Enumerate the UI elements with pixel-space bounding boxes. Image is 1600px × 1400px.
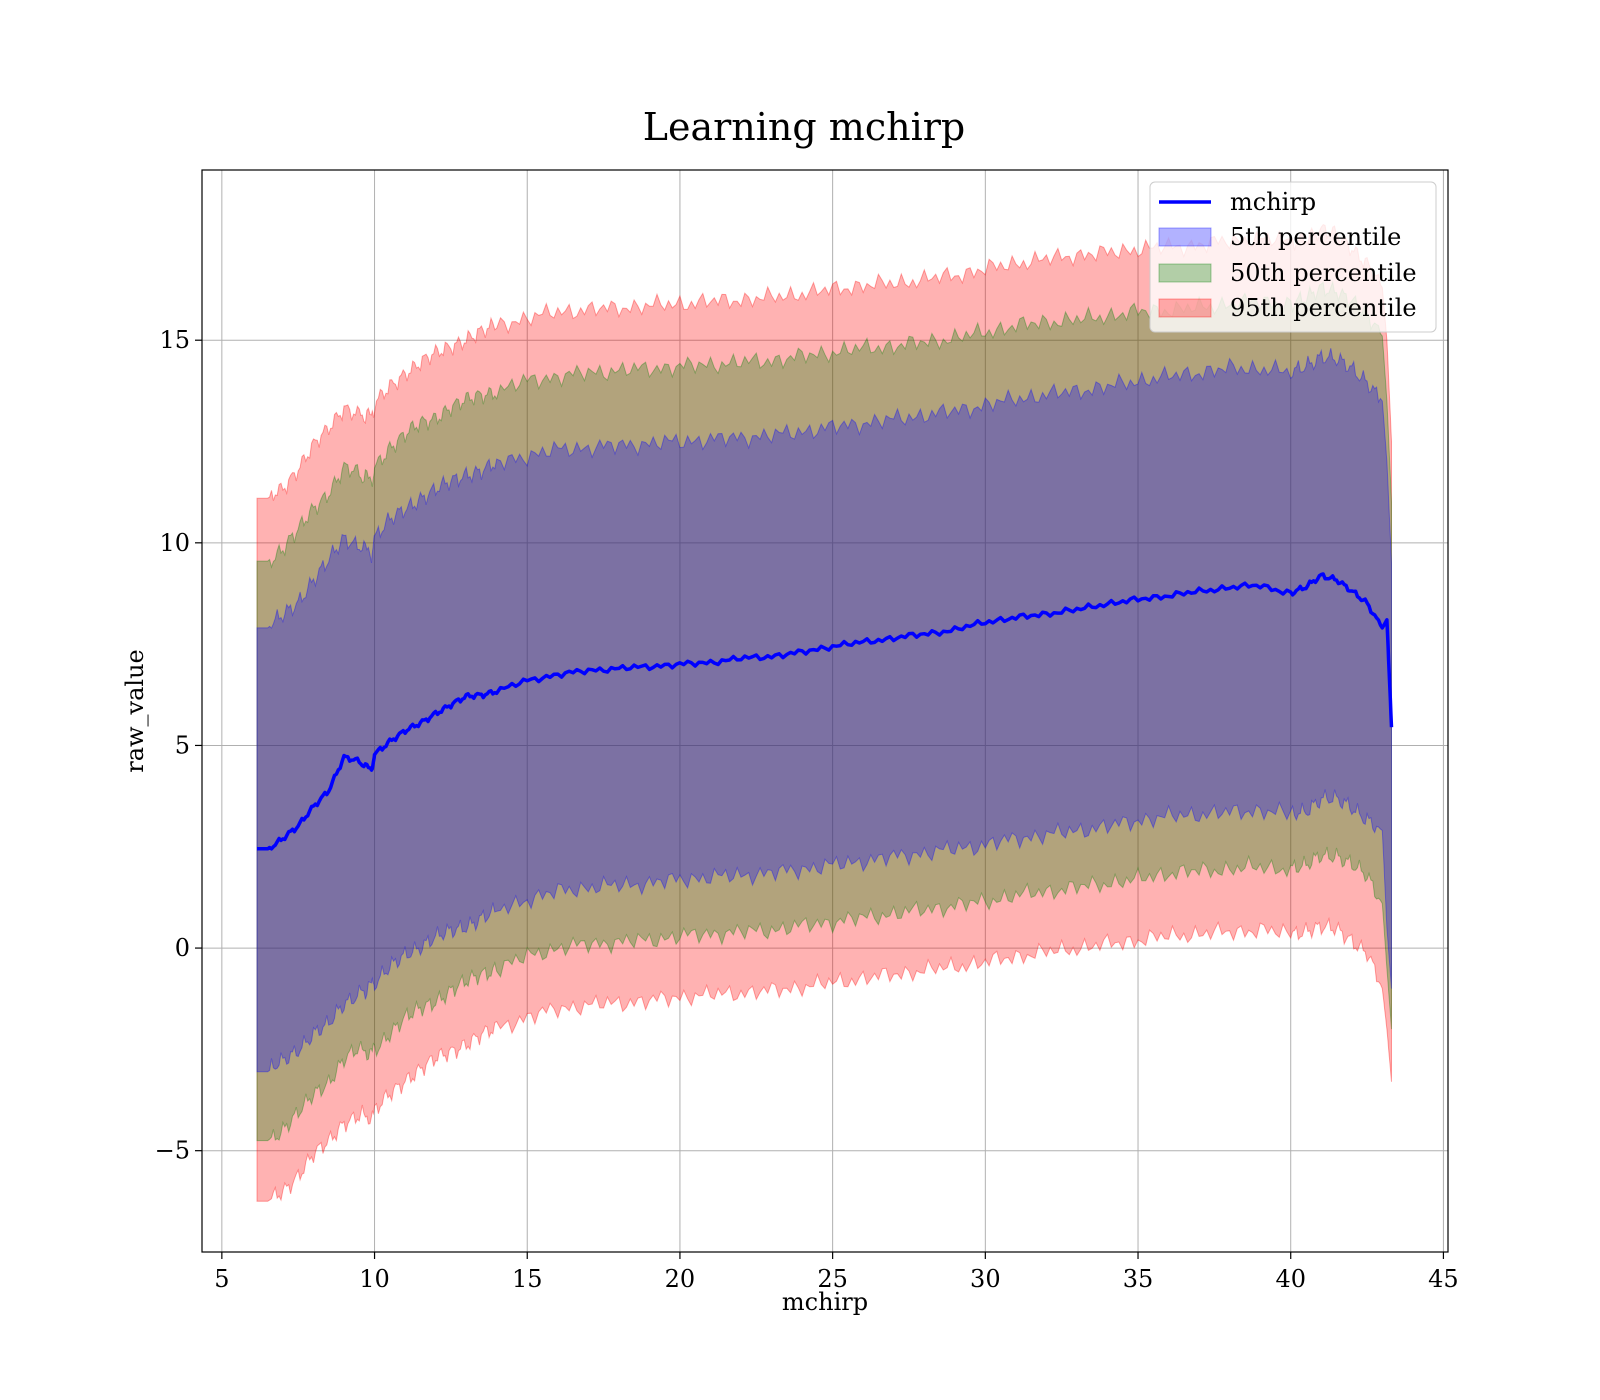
y-tick-label: 0 <box>175 934 190 962</box>
band-95th-percentile <box>256 223 1392 1202</box>
legend-swatch-5th-percentile <box>1158 227 1212 247</box>
x-tick-label: 25 <box>817 1265 848 1293</box>
mchirp-line <box>256 572 1394 851</box>
legend-label-mchirp: mchirp <box>1230 188 1316 216</box>
y-tick-label: 15 <box>159 326 190 354</box>
mchirp-line-group <box>256 572 1394 851</box>
percentile-bands <box>256 223 1392 1202</box>
band-50th-percentile <box>256 280 1392 1142</box>
y-tick-label: 5 <box>175 731 190 759</box>
x-tick-label: 35 <box>1123 1265 1154 1293</box>
grid-lines <box>202 170 1448 1252</box>
legend-label-95th-percentile: 95th percentile <box>1230 294 1417 322</box>
x-tick-label: 15 <box>512 1265 543 1293</box>
axes-frame <box>201 169 1449 1253</box>
chart-title: Learning mchirp <box>643 105 965 149</box>
x-tick-label: 5 <box>214 1265 229 1293</box>
legend-label-50th-percentile: 50th percentile <box>1230 259 1417 287</box>
x-tick-label: 20 <box>665 1265 696 1293</box>
band-5th-percentile <box>256 348 1392 1073</box>
legend-swatch-50th-percentile <box>1158 263 1212 283</box>
y-tick-label: −5 <box>155 1137 190 1165</box>
x-axis-label: mchirp <box>782 1288 868 1316</box>
x-tick-label: 10 <box>359 1265 390 1293</box>
x-axis-ticks: 5 10 15 20 25 30 35 40 45 <box>214 1252 1459 1293</box>
legend-box <box>1149 181 1437 333</box>
y-tick-label: 10 <box>159 529 190 557</box>
legend-label-5th-percentile: 5th percentile <box>1230 223 1401 251</box>
y-axis-label: raw_value <box>121 649 149 773</box>
legend-swatch-95th-percentile <box>1158 298 1212 318</box>
legend: mchirp 5th percentile 50th percentile 95… <box>1149 181 1437 333</box>
x-tick-label: 40 <box>1275 1265 1306 1293</box>
y-axis-ticks: −5 0 5 10 15 <box>155 326 202 1165</box>
x-tick-label: 45 <box>1428 1265 1459 1293</box>
x-tick-label: 30 <box>970 1265 1001 1293</box>
